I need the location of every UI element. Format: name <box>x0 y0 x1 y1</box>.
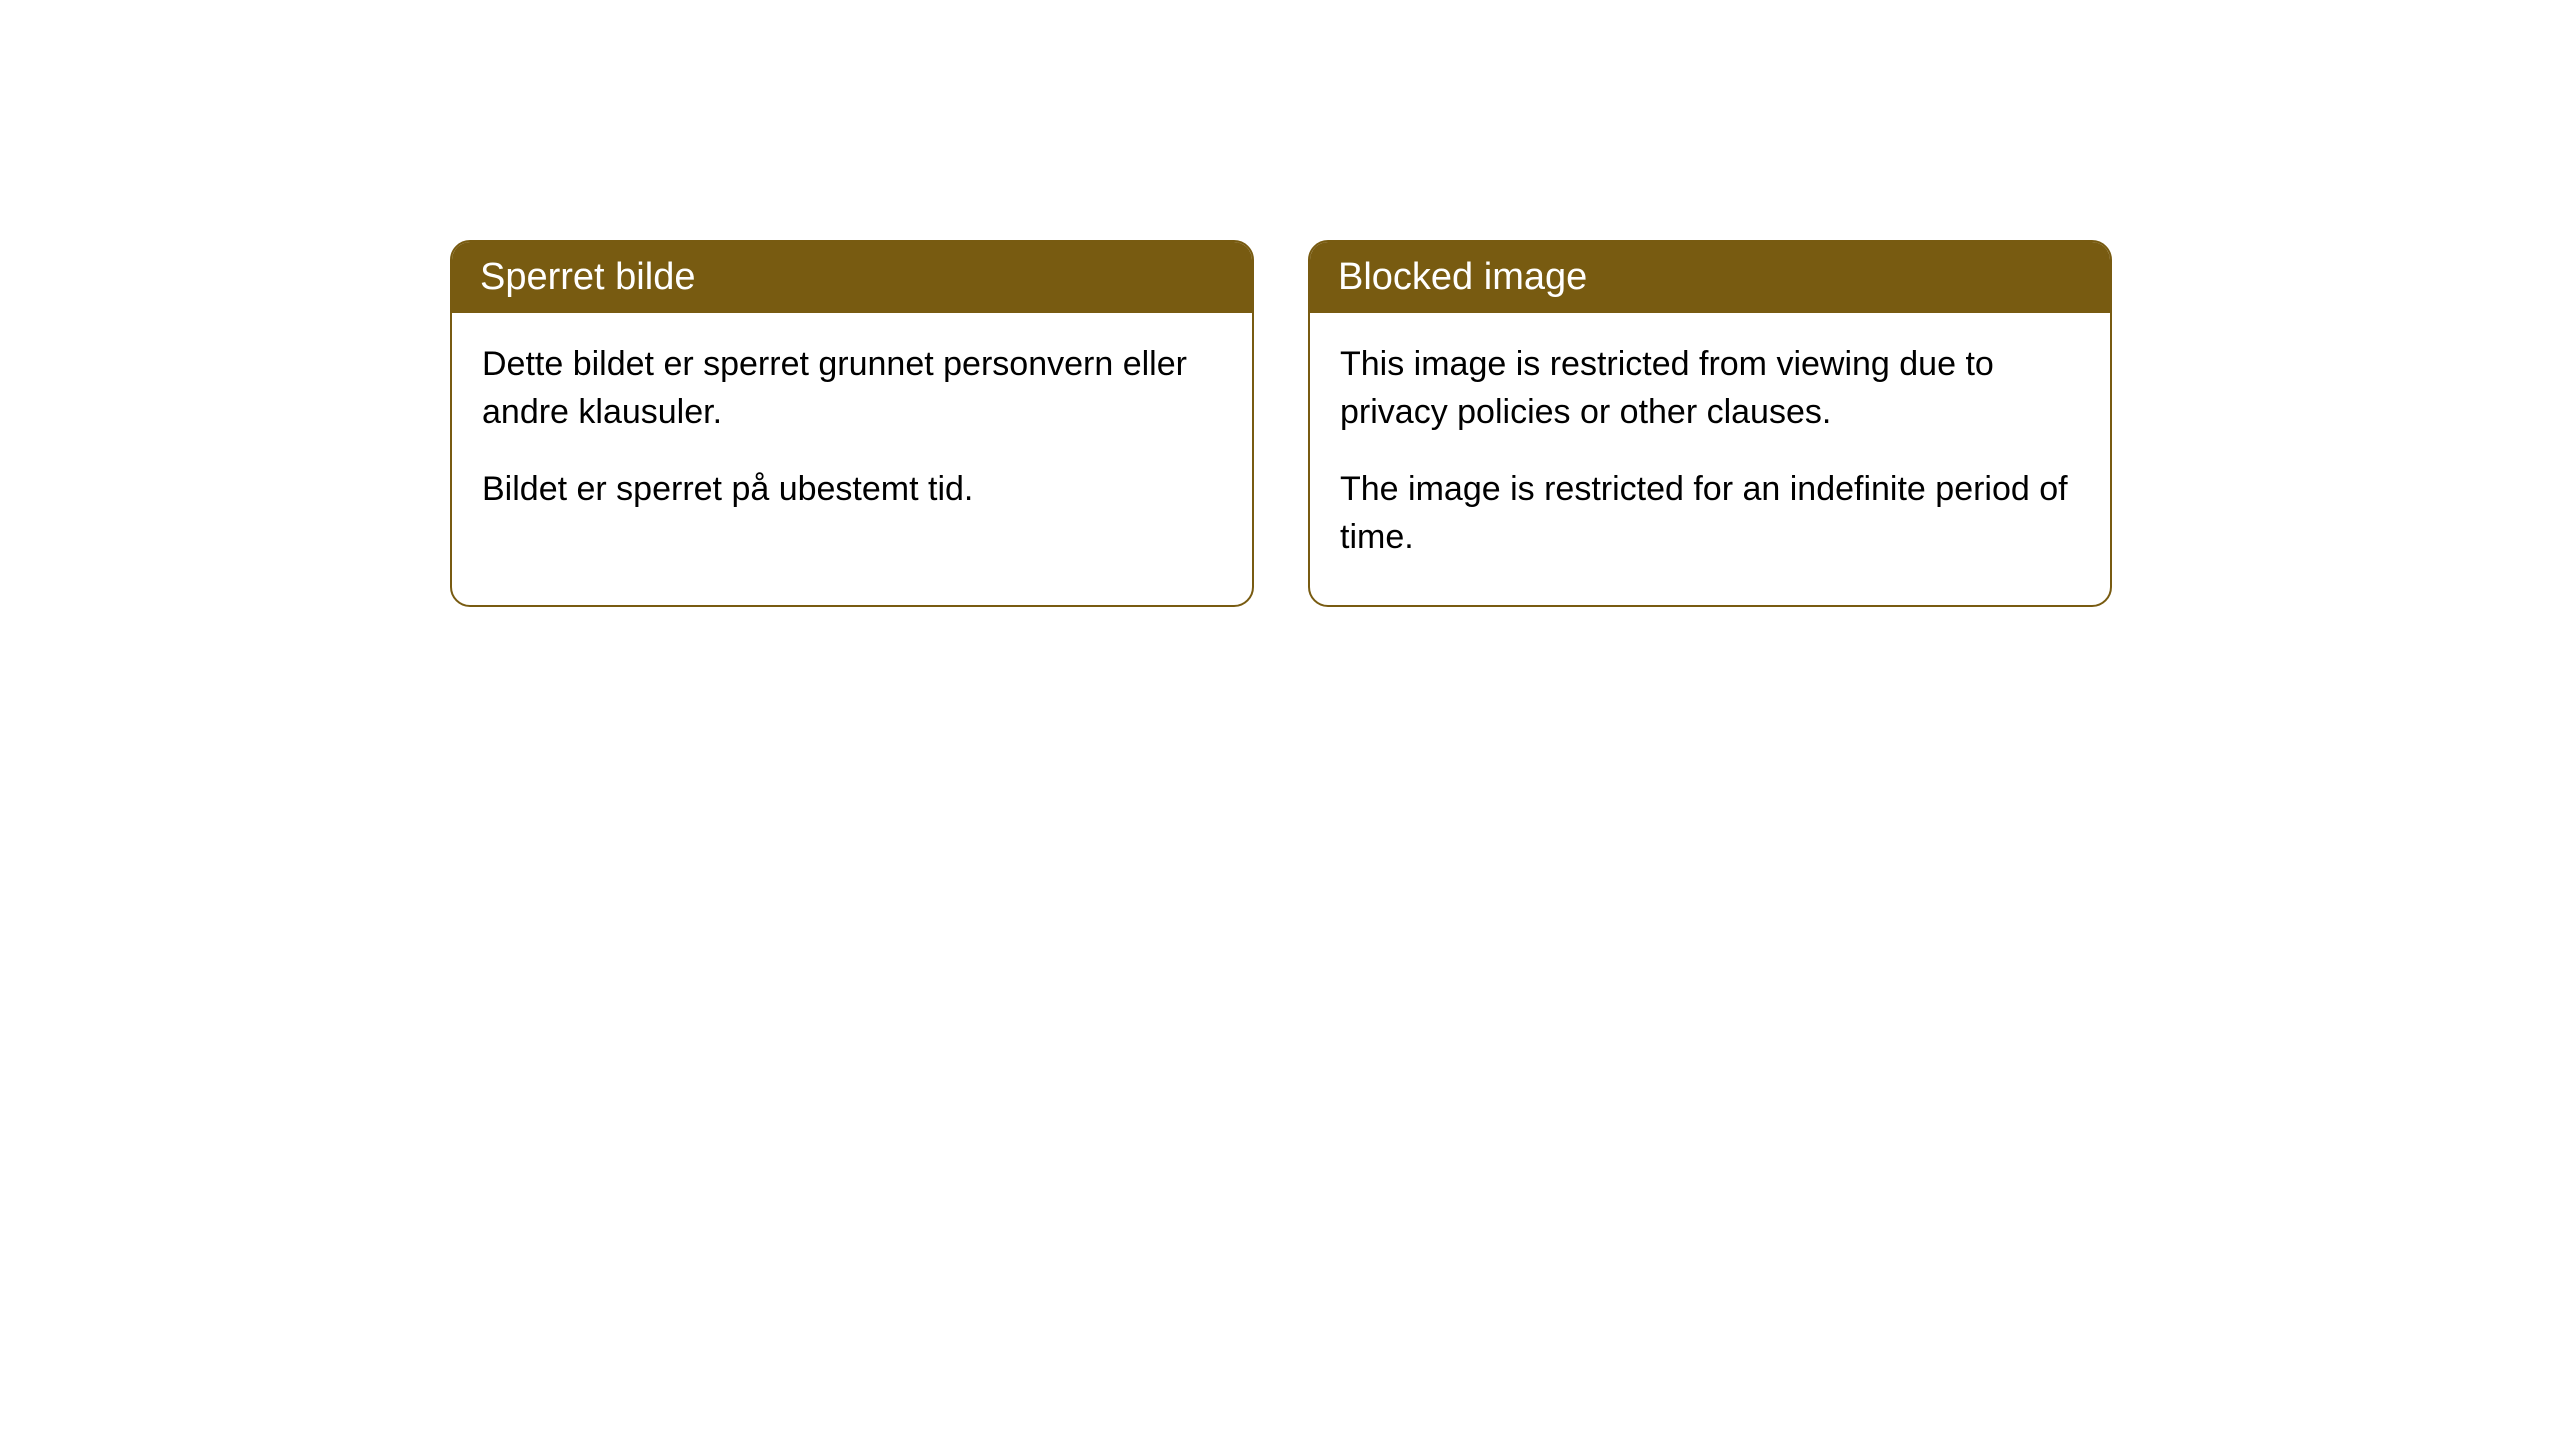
card-paragraph-2: Bildet er sperret på ubestemt tid. <box>482 466 1222 514</box>
card-header-norwegian: Sperret bilde <box>452 242 1252 313</box>
card-title: Sperret bilde <box>480 256 695 298</box>
notice-card-norwegian: Sperret bilde Dette bildet er sperret gr… <box>450 240 1254 607</box>
notice-card-english: Blocked image This image is restricted f… <box>1308 240 2112 607</box>
notice-cards-container: Sperret bilde Dette bildet er sperret gr… <box>450 240 2112 607</box>
card-title: Blocked image <box>1338 256 1587 298</box>
card-body-english: This image is restricted from viewing du… <box>1310 313 2110 605</box>
card-paragraph-1: Dette bildet er sperret grunnet personve… <box>482 341 1222 436</box>
card-body-norwegian: Dette bildet er sperret grunnet personve… <box>452 313 1252 558</box>
card-header-english: Blocked image <box>1310 242 2110 313</box>
card-paragraph-1: This image is restricted from viewing du… <box>1340 341 2080 436</box>
card-paragraph-2: The image is restricted for an indefinit… <box>1340 466 2080 561</box>
